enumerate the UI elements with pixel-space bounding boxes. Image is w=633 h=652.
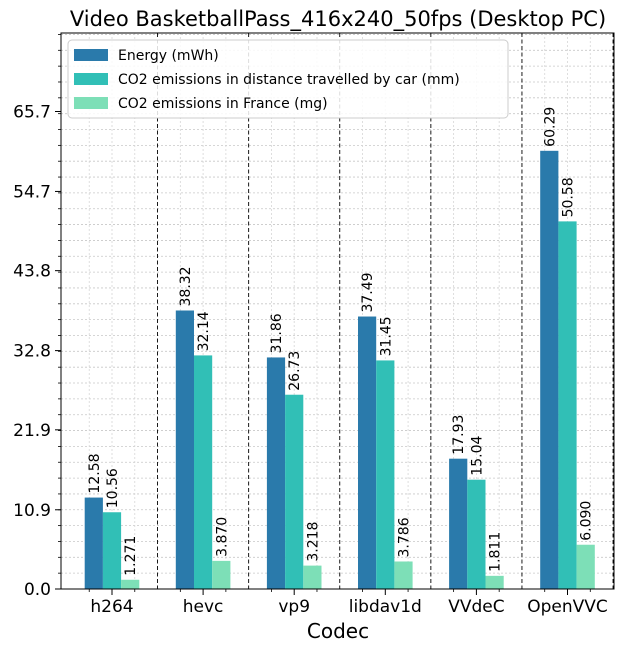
legend-swatch <box>74 49 108 61</box>
bar <box>303 565 322 589</box>
y-axis: 0.0 10.9 21.9 32.8 43.8 54.7 65.7 <box>13 34 61 600</box>
data-label: 3.786 <box>397 517 413 557</box>
plot-frame <box>60 32 615 590</box>
x-axis: h264 hevc vp9 libdav1d VVdeC OpenVVC <box>88 589 608 617</box>
data-label: 15.04 <box>469 436 485 476</box>
data-label: 60.29 <box>542 107 558 147</box>
y-tick-label: 21.9 <box>13 421 51 441</box>
data-label: 6.090 <box>579 501 595 541</box>
legend: Energy (mWh) CO2 emissions in distance tr… <box>67 39 509 119</box>
category-separators <box>157 33 614 589</box>
legend-swatch <box>74 73 108 85</box>
x-tick-label: libdav1d <box>349 597 422 617</box>
legend-swatch <box>74 97 108 109</box>
data-labels: 12.58 38.32 31.86 37.49 17.93 60.29 10.56 32.14… <box>87 107 595 576</box>
x-tick-label: hevc <box>183 597 224 617</box>
bar <box>467 479 486 589</box>
data-label: 38.32 <box>178 266 194 306</box>
y-tick-label: 65.7 <box>13 102 51 122</box>
bar <box>266 357 286 589</box>
x-tick-label: OpenVVC <box>527 597 608 617</box>
data-label: 10.56 <box>105 468 121 508</box>
data-label: 3.870 <box>214 517 230 557</box>
data-label: 31.86 <box>269 313 285 353</box>
bar <box>84 497 103 589</box>
data-label: 50.58 <box>561 177 577 217</box>
bar <box>102 512 122 589</box>
bar <box>485 575 504 589</box>
bar <box>449 458 468 589</box>
legend-label: CO2 emissions in France (mg) <box>118 96 328 112</box>
bar <box>394 561 413 589</box>
bar <box>376 360 395 589</box>
data-label: 1.811 <box>488 532 504 572</box>
legend-label: Energy (mWh) <box>118 48 219 64</box>
bar <box>576 544 595 589</box>
chart-title: Video BasketballPass_416x240_50fps (Desk… <box>70 7 606 32</box>
y-tick-label: 10.9 <box>13 501 51 521</box>
bar <box>194 355 213 589</box>
bar <box>540 150 559 590</box>
bar <box>212 560 231 589</box>
bar <box>121 579 140 589</box>
data-label: 3.218 <box>305 522 321 562</box>
y-tick-label: 54.7 <box>13 182 51 202</box>
data-label: 17.93 <box>451 415 467 455</box>
bar <box>285 394 304 589</box>
bar <box>175 310 194 589</box>
data-label: 37.49 <box>360 272 376 312</box>
data-label: 1.271 <box>123 536 139 576</box>
y-tick-label: 32.8 <box>13 342 51 362</box>
legend-label: CO2 emissions in distance travelled by c… <box>118 72 460 88</box>
y-tick-label: 0.0 <box>24 580 51 600</box>
bars <box>84 150 595 590</box>
x-axis-label: Codec <box>307 619 369 643</box>
data-label: 12.58 <box>87 453 103 493</box>
data-label: 32.14 <box>196 311 212 351</box>
legend-box <box>67 39 509 119</box>
data-label: 26.73 <box>287 351 303 391</box>
y-tick-label: 43.8 <box>13 262 51 282</box>
bar <box>558 221 577 590</box>
x-tick-label: VVdeC <box>448 597 504 617</box>
bar <box>358 316 377 589</box>
x-tick-label: h264 <box>90 597 133 617</box>
data-label: 31.45 <box>378 316 394 356</box>
x-tick-label: vp9 <box>278 597 310 617</box>
